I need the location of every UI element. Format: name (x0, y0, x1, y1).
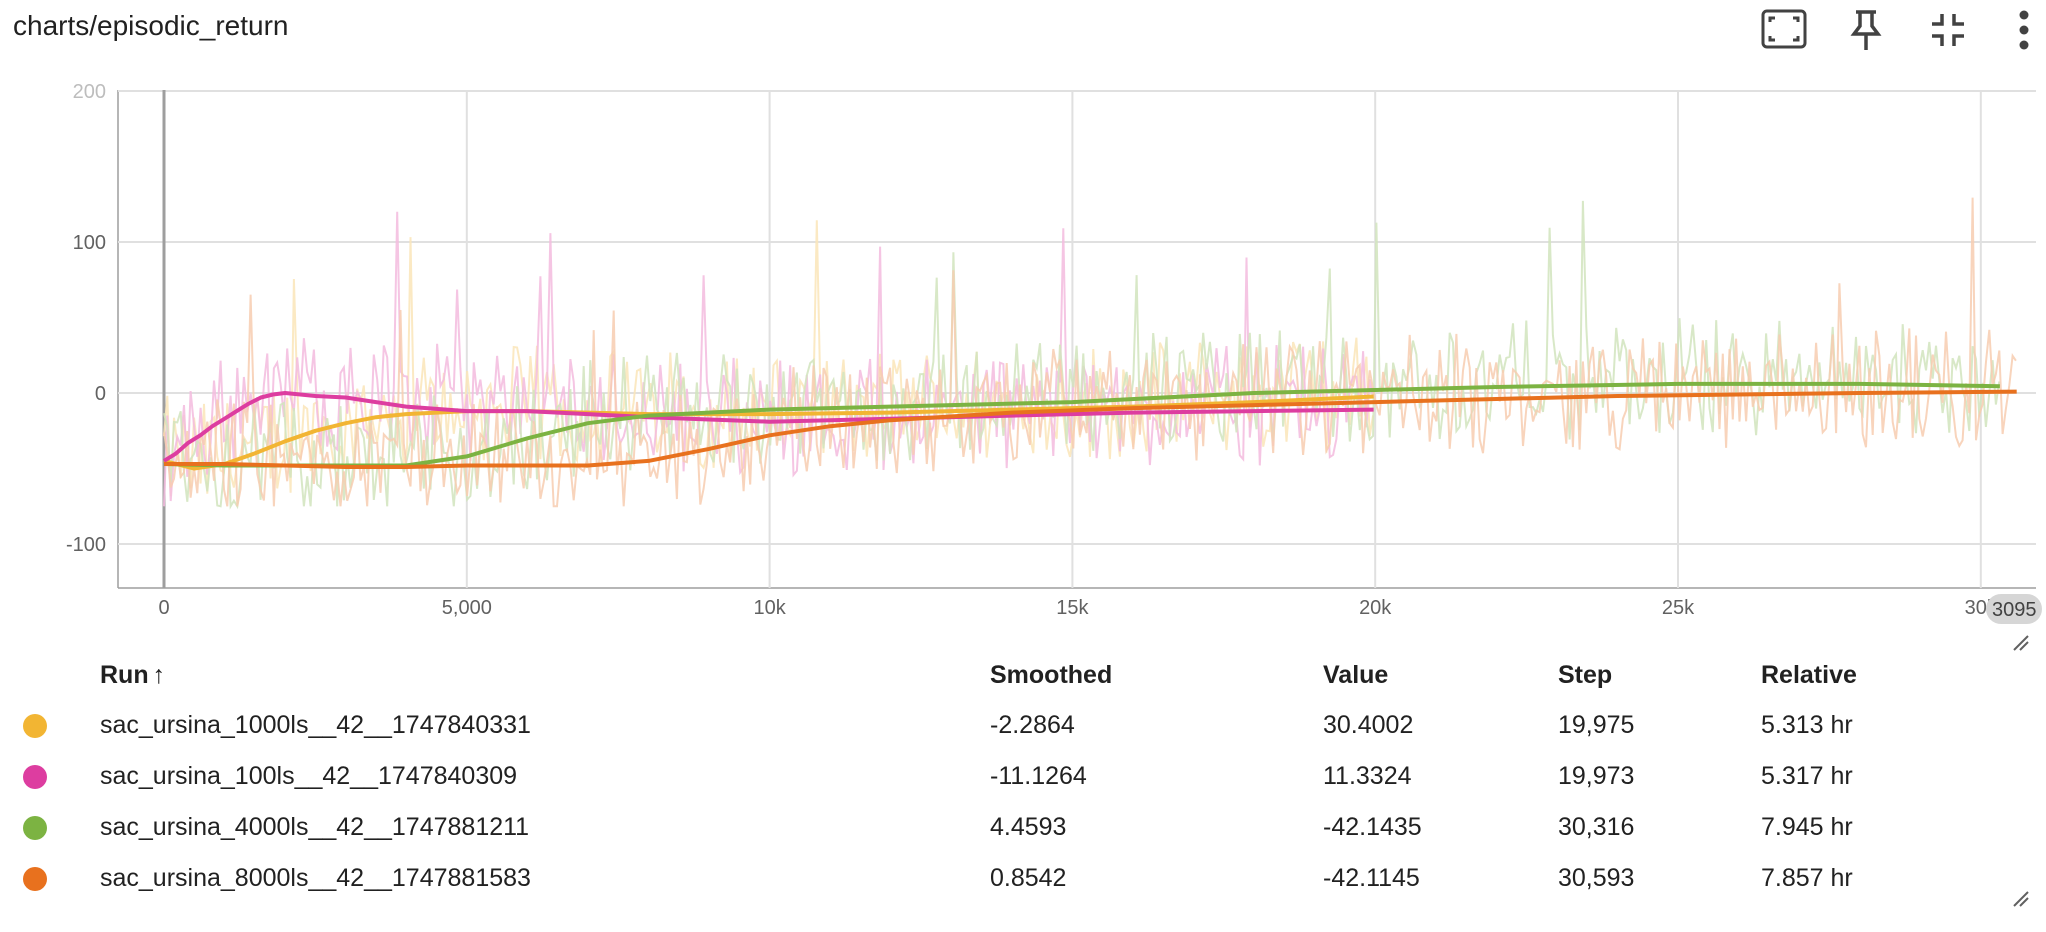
x-tick-label: 10k (753, 597, 786, 619)
collapse-icon (1932, 14, 1964, 46)
more-vert-icon (2019, 10, 2029, 50)
run-name: sac_ursina_8000ls__42__1747881583 (100, 864, 531, 892)
run-color-dot (23, 816, 47, 841)
smoothed-value: 4.4593 (990, 813, 1067, 841)
card-title: charts/episodic_return (13, 10, 289, 41)
relative-time: 7.945 hr (1761, 813, 1853, 841)
collapse-button[interactable] (1920, 4, 1976, 56)
table-row[interactable]: sac_ursina_1000ls__42__1747840331 -2.286… (0, 700, 1961, 751)
smoothed-series-lines (162, 381, 2017, 471)
resize-icon (2013, 635, 2029, 651)
step-value: 19,973 (1558, 762, 1635, 790)
run-name: sac_ursina_1000ls__42__1747840331 (100, 711, 531, 739)
step-value: 19,975 (1558, 711, 1635, 739)
sort-arrow-icon: ↑ (152, 660, 166, 689)
card-toolbar (1756, 4, 2046, 56)
runs-table: Run ↑ Smoothed Value Step Relative sac_ur… (0, 650, 1961, 904)
raw-trace-sac_ursina_4000ls__42__1747881211 (163, 200, 2001, 510)
run-name: sac_ursina_100ls__42__1747840309 (100, 762, 518, 790)
x-hover-badge-label: 3095 (1992, 599, 2037, 621)
table-row[interactable]: sac_ursina_8000ls__42__1747881583 0.8542… (0, 853, 1961, 904)
table-row[interactable]: sac_ursina_100ls__42__1747840309 -11.126… (0, 751, 1961, 802)
smoothed-value: 0.8542 (990, 864, 1067, 892)
header-smoothed[interactable]: Smoothed (990, 660, 1113, 689)
run-color-dot (23, 714, 47, 739)
pin-button[interactable] (1838, 4, 1894, 56)
step-value: 30,593 (1558, 864, 1635, 892)
y-tick-label: 100 (73, 232, 106, 254)
relative-time: 5.313 hr (1761, 711, 1853, 739)
raw-value: -42.1145 (1323, 864, 1420, 892)
raw-trace-sac_ursina_100ls__42__1747840309 (163, 211, 1375, 507)
raw-trace-sac_ursina_8000ls__42__1747881583 (163, 197, 2017, 508)
table-resize-handle[interactable] (2010, 888, 2032, 910)
run-color-dot (23, 765, 47, 790)
x-tick-label: 25k (1662, 597, 1695, 619)
y-axis-ticks: 200 100 0 -100 (66, 81, 106, 556)
pin-icon (1850, 10, 1882, 50)
x-hover-badge: 3095 (1986, 594, 2042, 624)
chart-resize-handle[interactable] (2010, 632, 2032, 654)
table-header-row: Run ↑ Smoothed Value Step Relative (0, 650, 1961, 700)
y-tick-label: -100 (66, 534, 106, 556)
raw-value: -42.1435 (1323, 813, 1422, 841)
smoothed-line-sac_ursina_8000ls__42__1747881583 (164, 389, 2017, 469)
relative-time: 5.317 hr (1761, 762, 1853, 790)
header-value[interactable]: Value (1323, 660, 1389, 689)
header-run[interactable]: Run ↑ (100, 650, 990, 700)
fit-screen-icon (1761, 9, 1807, 49)
header-color (0, 650, 100, 700)
header-run-label: Run (100, 660, 149, 689)
header-relative[interactable]: Relative (1761, 660, 1857, 689)
header-step[interactable]: Step (1558, 660, 1613, 689)
x-axis-ticks: 0 5,000 10k 15k 20k 25k 30k (158, 597, 1997, 619)
run-name: sac_ursina_4000ls__42__1747881211 (100, 813, 530, 841)
step-value: 30,316 (1558, 813, 1635, 841)
x-tick-label: 5,000 (442, 597, 492, 619)
smoothed-value: -2.2864 (990, 711, 1075, 739)
y-tick-label: 0 (95, 383, 106, 405)
x-tick-label: 15k (1056, 597, 1089, 619)
x-tick-label: 0 (158, 597, 169, 619)
more-menu-button[interactable] (2002, 4, 2046, 56)
x-tick-label: 20k (1359, 597, 1392, 619)
raw-value: 11.3324 (1323, 762, 1412, 790)
raw-trace-sac_ursina_1000ls__42__1747840331 (163, 220, 1375, 497)
raw-value: 30.4002 (1323, 711, 1414, 739)
run-color-dot (23, 867, 47, 892)
chart-grid (117, 90, 2036, 589)
y-tick-label: 200 (73, 81, 106, 103)
x-hover-badge-bg (1986, 594, 2042, 624)
fit-domain-button[interactable] (1756, 4, 1812, 56)
relative-time: 7.857 hr (1761, 864, 1853, 892)
resize-icon (2013, 891, 2029, 907)
smoothed-value: -11.1264 (990, 762, 1087, 790)
table-row[interactable]: sac_ursina_4000ls__42__1747881211 4.4593… (0, 802, 1961, 853)
